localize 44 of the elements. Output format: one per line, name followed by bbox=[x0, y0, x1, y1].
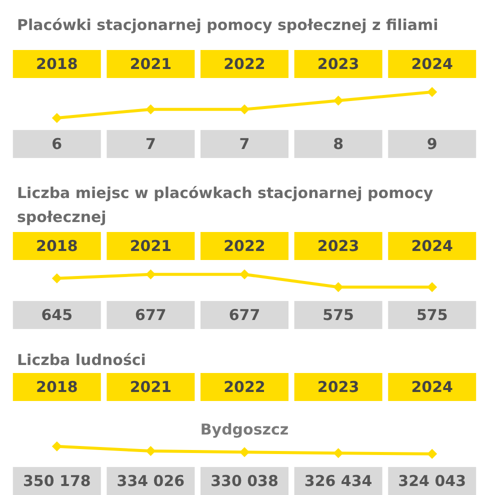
x-tick-label: 2018 bbox=[36, 237, 78, 255]
data-label: 677 bbox=[228, 306, 260, 324]
point bbox=[333, 448, 344, 458]
data-label: 7 bbox=[145, 135, 156, 153]
data-label: 575 bbox=[322, 306, 354, 324]
chart-subtitle: Bydgoszcz bbox=[200, 420, 289, 438]
point bbox=[146, 104, 156, 114]
point bbox=[427, 87, 438, 97]
x-tick-label: 2018 bbox=[36, 378, 78, 396]
data-label: 9 bbox=[426, 135, 438, 153]
data-label: 350 178 bbox=[22, 472, 91, 490]
x-tick-label: 2023 bbox=[317, 237, 360, 255]
x-tick-label: 2021 bbox=[130, 237, 172, 255]
point bbox=[52, 113, 62, 123]
data-label: 575 bbox=[416, 306, 448, 324]
data-label: 330 038 bbox=[210, 472, 278, 490]
x-tick-label: 2023 bbox=[317, 378, 360, 396]
x-tick-label: 2024 bbox=[411, 378, 453, 396]
chart-title: Liczba miejsc w placówkach stacjonarnej pomocy społecznej bbox=[17, 184, 438, 226]
x-tick-label: 2022 bbox=[224, 378, 266, 396]
data-label: 677 bbox=[135, 306, 166, 324]
x-tick-label: 2022 bbox=[224, 55, 266, 73]
data-label: 8 bbox=[333, 135, 344, 153]
x-tick-label: 2018 bbox=[36, 55, 78, 73]
data-label: 645 bbox=[41, 306, 73, 324]
x-tick-label: 2022 bbox=[224, 237, 266, 255]
x-tick-label: 2024 bbox=[411, 55, 453, 73]
x-tick-label: 2023 bbox=[317, 55, 360, 73]
chart-title: Liczba ludności bbox=[17, 351, 146, 369]
data-label: 6 bbox=[52, 135, 62, 153]
x-tick-label: 2021 bbox=[130, 55, 172, 73]
point bbox=[146, 446, 156, 456]
data-label: 7 bbox=[239, 135, 250, 153]
point bbox=[427, 448, 438, 459]
data-label: 326 434 bbox=[304, 472, 372, 490]
data-label: 334 026 bbox=[116, 472, 185, 490]
data-label: 324 043 bbox=[398, 472, 466, 490]
point bbox=[240, 104, 250, 114]
chart-title: Placówki stacjonarnej pomocy społecznej z filiami bbox=[17, 16, 438, 34]
point bbox=[240, 447, 250, 458]
point bbox=[333, 96, 344, 106]
x-tick-label: 2021 bbox=[130, 378, 172, 396]
x-tick-label: 2024 bbox=[411, 237, 453, 255]
point bbox=[52, 441, 62, 452]
